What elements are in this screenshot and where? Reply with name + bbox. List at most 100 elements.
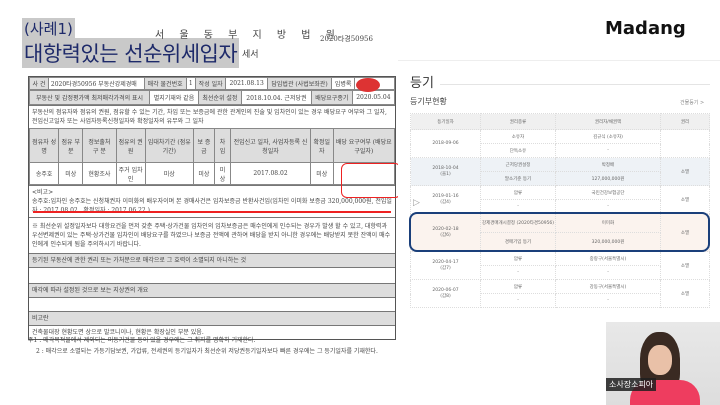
registry-row: 2018-10-04 (을1) 근저당권설정 박정배 소멸	[410, 157, 710, 186]
remarks-text: 건축물대장 현황도면 상으로 발코니이나, 현황은 확장실인 부분 있음.	[29, 325, 395, 339]
right-type: 소유자	[480, 129, 556, 144]
registry-row: 2020-02-18 (갑6) 강제경매개시결정 (2020타경50956) 이미…	[410, 213, 710, 252]
blue-highlight-box	[409, 212, 710, 252]
date: 2020-06-07	[432, 288, 459, 293]
madang-logo: Madang	[605, 18, 686, 39]
date-cell: 2020-02-18 (갑6)	[410, 213, 481, 252]
right-type: 압류	[480, 185, 556, 200]
right-holder: 중랑구(서울특별시)	[555, 251, 661, 266]
col-header: 보 증 금	[192, 128, 216, 163]
col-header: 차 임	[214, 128, 231, 163]
cell: 임병록	[331, 77, 355, 90]
court-name: 서 울 동 부 지 방 법 원	[155, 30, 341, 41]
remark-label: <비고>	[32, 189, 54, 196]
footnote: 주1 : 매각목적물에서 제외되는 미등기건물 등이 있을 경우에는 그 취지를…	[28, 337, 256, 344]
claim-amount: -	[555, 265, 661, 280]
right-type-detail: 말소기준 등기	[480, 171, 556, 186]
right-type: 압류	[480, 251, 556, 266]
right-type-detail: -	[480, 293, 556, 308]
date-cell: 2020-04-17 (갑7)	[410, 251, 481, 280]
cell: 미상	[214, 162, 231, 185]
right-status	[660, 129, 710, 158]
entry-number: (갑6)	[440, 233, 451, 238]
cell: 현황조사	[82, 162, 117, 185]
right-status: 소멸	[660, 279, 710, 308]
cell: 2017.08.02	[229, 162, 312, 185]
right-type: 강제경매개시결정 (2020타경50956)	[480, 213, 556, 233]
col-header: 정보출처 구 분	[82, 128, 117, 163]
date-cell: 2019-01-16 (갑4)	[410, 185, 481, 214]
col-header: 등기일자	[410, 113, 481, 130]
section-label: 매각에 따라 설정된 것으로 보는 지상권의 개요	[29, 283, 395, 297]
right-status: 소멸	[660, 157, 710, 186]
registry-row: 2018-09-06 소유자 김규식 (소유자)	[410, 129, 710, 158]
col-header: 임대차기간 (점유기간)	[144, 128, 194, 163]
right-holder: 강동구(서울특별시)	[555, 279, 661, 294]
entry-number: (갑8)	[440, 294, 451, 299]
right-type: 압류	[480, 279, 556, 294]
col-header: 점유 부분	[58, 128, 84, 163]
red-underline	[33, 211, 391, 213]
cell: 송주호	[28, 162, 60, 185]
warning-text: ※ 최선순위 설정일자보다 대항요건을 먼저 갖춘 주택·상가건물 임차인의 임…	[29, 217, 395, 253]
date: 2018-09-06	[432, 141, 459, 146]
title-suffix: 세서	[242, 50, 259, 60]
presenter-caption: 소사장소피아	[606, 378, 657, 391]
footnote: 2 : 매각으로 소멸되는 가등기담보권, 가압류, 전세권의 등기일자가 최선…	[36, 348, 378, 355]
cell: 미상	[310, 162, 334, 185]
date: 2018-10-04	[432, 166, 459, 171]
cell: 담임법관 (사법보좌관)	[266, 77, 333, 90]
cell: 2021.08.13	[225, 77, 268, 90]
sale-statement-document: 사 건 2020타경50956 부동산강제경매 매각 물건번호 1 작성 일자 …	[28, 76, 396, 340]
court-seal-stamp	[356, 78, 380, 92]
right-status: 소멸	[660, 251, 710, 280]
col-header: 권리종류	[480, 113, 556, 130]
right-type: 근저당권설정	[480, 157, 556, 172]
right-status: 소멸	[660, 213, 710, 252]
date: 2020-04-17	[432, 260, 459, 265]
right-holder: 김규식 (소유자)	[555, 129, 661, 144]
cell: 매각 물건번호	[143, 77, 187, 90]
date: 2019-01-16	[432, 194, 459, 199]
cell: 최선순위 설정	[197, 90, 242, 105]
entry-number: (갑7)	[440, 266, 451, 271]
registry-row: 2020-04-17 (갑7) 압류 중랑구(서울특별시) 소멸	[410, 251, 710, 280]
col-header: 배당 요구여부 (배당요구일자)	[332, 128, 396, 163]
right-status: 소멸	[660, 185, 710, 214]
divider	[440, 84, 710, 85]
right-type-detail: -	[480, 265, 556, 280]
col-header: 권리자/채권액	[555, 113, 661, 130]
cell: 미상	[144, 162, 194, 185]
section-label: 비고란	[29, 311, 395, 325]
cell: 작성 일자	[194, 77, 227, 90]
right-type-detail: 경매기입 등기	[480, 232, 556, 252]
registry-row: 2019-01-16 (갑4) 압류 국민건강보험공단 소멸	[410, 185, 710, 214]
right-holder: 국민건강보험공단	[555, 185, 661, 200]
divider	[398, 60, 720, 61]
registry-table: 등기일자 권리종류 권리자/채권액 권리 2018-09-06 소유자 김규식 …	[410, 113, 710, 308]
cell: 주거 임차인	[115, 162, 146, 185]
building-registry-link[interactable]: 건물등기 >	[680, 100, 705, 106]
col-header: 확정일자	[310, 128, 334, 163]
cell: 배당요구종기	[310, 90, 353, 105]
section-label: 등기된 부동산에 관한 권리 또는 가처분으로 매각으로 그 효력이 소멸되지 …	[29, 253, 395, 267]
cell: 부동산 및 감정평가액 최저매각가격의 표시	[28, 90, 151, 105]
mouse-cursor-icon: ▷	[413, 198, 420, 208]
col-header: 점유자 성 명	[28, 128, 60, 163]
entry-number: (갑4)	[440, 200, 451, 205]
col-header: 전입신고 일자, 사업자등록 신청일자	[229, 128, 312, 163]
claim-amount: 127,000,000원	[555, 171, 661, 186]
right-type-detail: 단독소유	[480, 143, 556, 158]
occupant-row: 송주호 미상 현황조사 주거 임차인 미상 미상 미상 2017.08.02 미…	[28, 162, 396, 185]
cell: 1	[185, 77, 196, 90]
case-tag: (사례1)	[22, 18, 75, 39]
registry-heading: 등기	[410, 76, 434, 91]
registry-row: 2020-06-07 (갑8) 압류 강동구(서울특별시) 소멸	[410, 279, 710, 308]
entry-number: (을1)	[440, 172, 451, 177]
registry-status-title: 등기부현황	[410, 97, 447, 106]
claim-amount: -	[555, 143, 661, 158]
col-header: 점유의 권 원	[115, 128, 146, 163]
case-number: 2020타경50956	[320, 35, 373, 43]
red-highlight-box	[341, 163, 401, 198]
remark-text: 송주호:임차인 송주호는 신청채권자 이미화의 배우자이며 본 경매사건은 임차…	[32, 198, 392, 214]
